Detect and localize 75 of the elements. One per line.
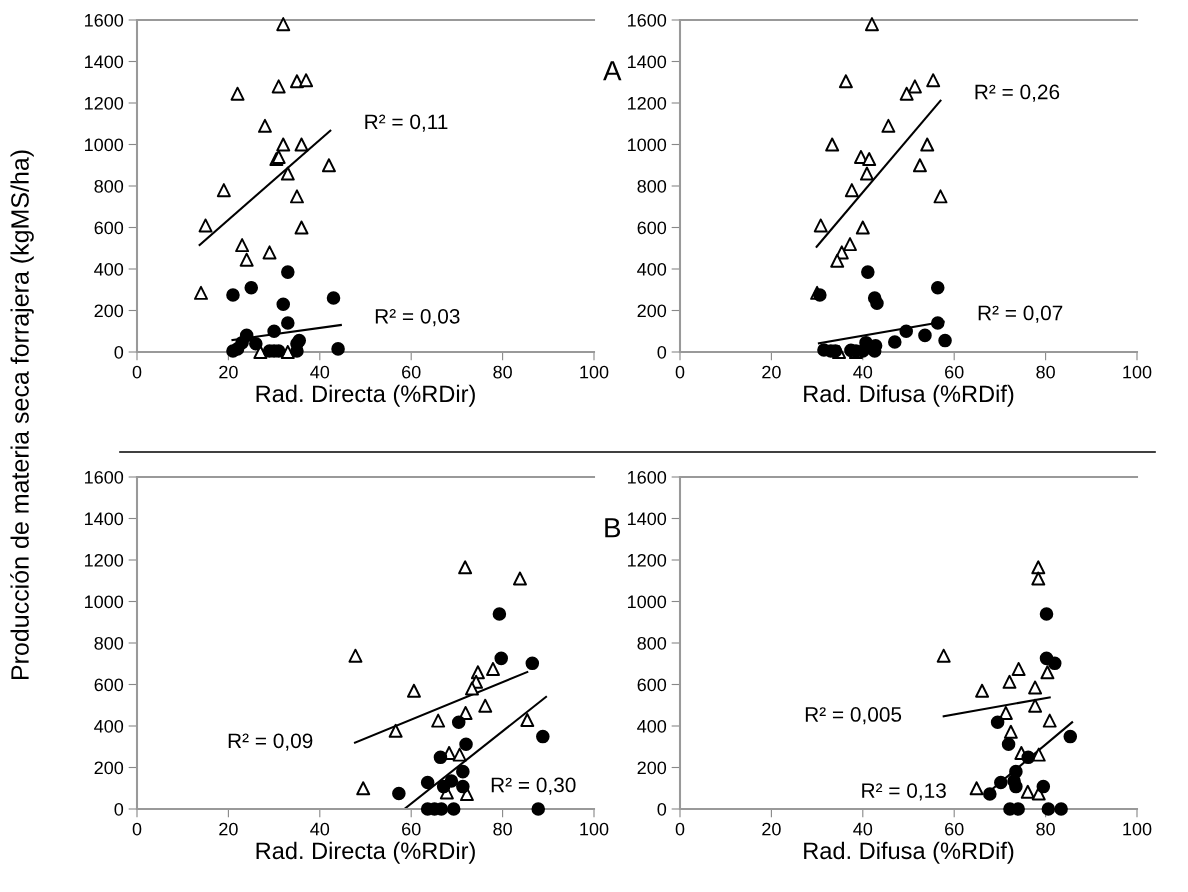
x-tick-label: 0 — [132, 365, 142, 379]
x-tick-label: 80 — [493, 822, 512, 836]
y-tick-label: 0 — [657, 802, 667, 816]
y-tick-label: 1000 — [628, 138, 667, 152]
annotation: R² = 0,30 — [491, 777, 576, 795]
y-tick-label: 1200 — [85, 96, 124, 110]
x-tick-label: 60 — [945, 365, 964, 379]
y-tick-label: 200 — [94, 304, 124, 318]
x-axis-title: Rad. Directa (%RDir) — [256, 841, 475, 864]
text: A — [603, 61, 622, 81]
y-tick-label: 800 — [94, 636, 124, 650]
y-tick-label: 200 — [94, 761, 124, 775]
y-tick-label: 600 — [637, 221, 667, 235]
annotation: R² = 0,11 — [365, 114, 448, 132]
y-tick-label: 1400 — [628, 512, 667, 526]
annotation: R² = 0,13 — [862, 783, 946, 801]
y-tick-label: 1600 — [628, 470, 667, 484]
y-tick-label: 800 — [637, 179, 667, 193]
y-tick-label: 1600 — [85, 13, 124, 27]
x-tick-label: 80 — [1036, 822, 1055, 836]
x-axis-title: Rad. Difusa (%RDif) — [804, 841, 1014, 864]
x-tick-label: 100 — [1123, 822, 1152, 836]
x-tick-label: 60 — [402, 822, 421, 836]
y-tick-label: 800 — [94, 179, 124, 193]
y-tick-label: 1600 — [628, 13, 667, 27]
annotation: R² = 0,09 — [228, 733, 313, 751]
y-tick-label: 800 — [637, 636, 667, 650]
y-tick-label: 200 — [637, 304, 667, 318]
y-tick-label: 1200 — [85, 553, 124, 567]
x-tick-label: 40 — [310, 365, 330, 379]
x-tick-label: 0 — [675, 822, 685, 836]
x-tick-label: 20 — [762, 822, 781, 836]
y-tick-label: 1200 — [628, 553, 667, 567]
x-tick-label: 20 — [762, 365, 781, 379]
y-tick-label: 1000 — [628, 595, 667, 609]
y-tick-label: 400 — [637, 719, 667, 733]
x-tick-label: 40 — [853, 365, 873, 379]
y-tick-label: 0 — [114, 345, 124, 359]
x-tick-label: 80 — [493, 365, 512, 379]
y-tick-label: 600 — [94, 678, 124, 692]
y-tick-label: 600 — [94, 221, 124, 235]
text: B — [605, 518, 621, 538]
x-axis-title: Rad. Directa (%RDir) — [256, 384, 475, 407]
y-tick-label: 1000 — [85, 595, 124, 609]
y-tick-label: 400 — [637, 262, 667, 276]
y-tick-label: 400 — [94, 262, 124, 276]
x-tick-label: 60 — [402, 365, 421, 379]
x-axis-title: Rad. Difusa (%RDif) — [804, 384, 1014, 407]
y-tick-label: 600 — [637, 678, 667, 692]
x-tick-label: 0 — [675, 365, 685, 379]
x-tick-label: 80 — [1036, 365, 1055, 379]
y-tick-label: 200 — [637, 761, 667, 775]
y-tick-label: 0 — [114, 802, 124, 816]
annotation: R² = 0,26 — [975, 84, 1060, 102]
y-tick-label: 1200 — [628, 96, 667, 110]
x-tick-label: 100 — [580, 365, 609, 379]
y-tick-label: 400 — [94, 719, 124, 733]
y-tick-label: 1600 — [85, 470, 124, 484]
x-tick-label: 100 — [1123, 365, 1152, 379]
y-tick-label: 1400 — [85, 512, 124, 526]
annotation: R² = 0,005 — [805, 707, 902, 725]
y-tick-label: 1400 — [628, 55, 667, 69]
x-tick-label: 40 — [853, 822, 873, 836]
x-tick-label: 0 — [132, 822, 142, 836]
x-tick-label: 100 — [580, 822, 609, 836]
y-axis-title: Producción de materia seca forrajera (kgMS/ha) — [10, 150, 34, 680]
y-tick-label: 1400 — [85, 55, 124, 69]
x-tick-label: 20 — [219, 822, 238, 836]
annotation: R² = 0,03 — [375, 308, 460, 327]
annotation: R² = 0,07 — [978, 305, 1063, 323]
y-tick-label: 1000 — [85, 138, 124, 152]
x-tick-label: 60 — [945, 822, 964, 836]
y-tick-label: 0 — [657, 345, 667, 359]
x-tick-label: 40 — [310, 822, 330, 836]
x-tick-label: 20 — [219, 365, 238, 379]
